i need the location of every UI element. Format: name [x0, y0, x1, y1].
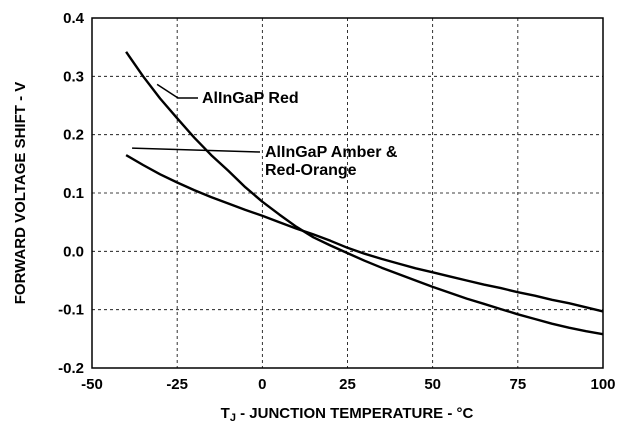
y-tick-label: -0.2 — [58, 360, 84, 377]
annotation-leader-line — [132, 147, 261, 153]
x-axis-label: TJ - JUNCTION TEMPERATURE - °C — [221, 405, 474, 424]
y-tick-label: 0.4 — [63, 10, 85, 27]
annotation-label: AlInGaP Amber & Red-Orange — [265, 144, 398, 179]
annotation-label: AlInGaP Red — [202, 90, 299, 107]
x-tick-labels: -50 -25 0 25 50 75 100 — [81, 376, 615, 393]
y-tick-label: -0.1 — [58, 302, 84, 319]
x-tick-label: 25 — [339, 376, 356, 393]
x-tick-label: -25 — [166, 376, 188, 393]
series-line-2 — [125, 154, 604, 313]
annotations-group: AlInGaP Red AlInGaP Amber & Red-Orange — [132, 83, 398, 179]
x-tick-label: 50 — [424, 376, 441, 393]
y-tick-label: 0.3 — [63, 68, 84, 85]
grid — [92, 18, 603, 368]
y-tick-labels: 0.4 0.3 0.2 0.1 0.0 -0.1 -0.2 — [58, 10, 85, 377]
x-tick-label: 75 — [509, 376, 526, 393]
y-tick-label: 0.2 — [63, 127, 84, 144]
plot-frame — [91, 17, 604, 369]
annotation-line: AlInGaP Red — [202, 90, 299, 107]
x-tick-label: 0 — [258, 376, 266, 393]
x-axis-label-prefix: T — [221, 405, 230, 422]
y-axis-label: FORWARD VOLTAGE SHIFT - V — [12, 82, 29, 305]
x-tick-label: 100 — [590, 376, 615, 393]
x-axis-label-subscript: J — [230, 412, 236, 424]
series-line-1 — [125, 51, 604, 336]
annotation-leader-line — [156, 83, 179, 99]
x-tick-label: -50 — [81, 376, 103, 393]
x-axis-label-suffix: - JUNCTION TEMPERATURE - °C — [236, 405, 474, 422]
annotation-line: Red-Orange — [265, 162, 357, 179]
y-tick-label: 0.1 — [63, 185, 84, 202]
series-group — [125, 51, 604, 336]
annotation-line: AlInGaP Amber & — [265, 144, 398, 161]
y-tick-label: 0.0 — [63, 243, 84, 260]
